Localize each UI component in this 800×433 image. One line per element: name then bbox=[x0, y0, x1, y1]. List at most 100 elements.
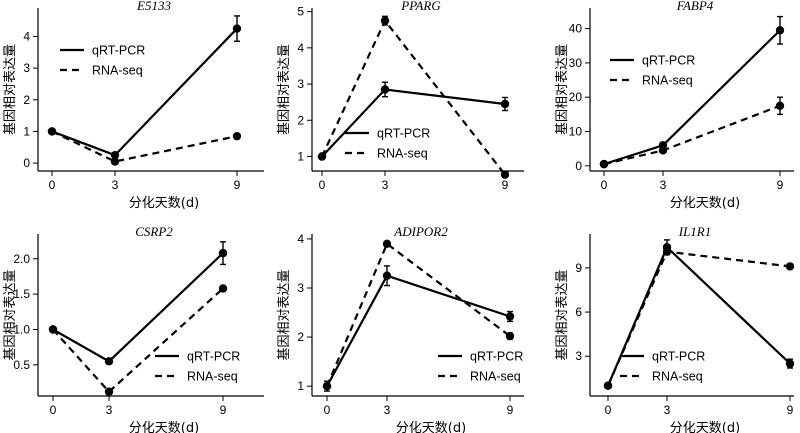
data-point-qRT-PCR bbox=[322, 381, 332, 391]
chart-title: PPARG bbox=[400, 0, 441, 13]
y-tick-label: 0 bbox=[575, 159, 582, 173]
data-point-RNA-seq bbox=[110, 157, 120, 166]
series-line-qRT-PCR bbox=[52, 252, 224, 363]
legend-label: qRT-PCR bbox=[470, 350, 523, 364]
x-axis-label: 分化天数(d) bbox=[670, 421, 740, 433]
x-tick-label: 0 bbox=[319, 178, 326, 192]
x-tick-label: 9 bbox=[777, 178, 784, 192]
y-tick-label: 20 bbox=[569, 90, 583, 104]
subplot-CSRP2: 0.5 1.0 1.5 2.0 0 3 9 CSRP2 分化天数(d) 基因相对表达量 qRT-PC… bbox=[3, 224, 264, 433]
y-tick-label: 30 bbox=[569, 56, 583, 70]
x-tick-label: 0 bbox=[324, 403, 331, 417]
x-axis-label: 分化天数(d) bbox=[129, 196, 199, 211]
y-tick-label: 3 bbox=[575, 349, 582, 363]
legend-label: qRT-PCR bbox=[652, 350, 705, 364]
x-axis-label: 分化天数(d) bbox=[396, 421, 466, 433]
y-tick-label: 2.0 bbox=[13, 252, 30, 266]
data-point-RNA-seq bbox=[775, 101, 785, 111]
x-tick-label: 0 bbox=[50, 403, 57, 417]
data-point-qRT-PCR bbox=[380, 85, 390, 94]
x-tick-label: 3 bbox=[384, 403, 391, 417]
y-tick-label: 3 bbox=[23, 61, 30, 75]
x-tick-label: 9 bbox=[507, 403, 514, 417]
x-tick-label: 3 bbox=[382, 178, 389, 192]
y-axis-label: 基因相对表达量 bbox=[277, 44, 292, 135]
y-tick-label: 2 bbox=[297, 330, 304, 344]
chart-title: E5133 bbox=[136, 0, 171, 13]
data-point-RNA-seq bbox=[785, 262, 795, 271]
data-point-qRT-PCR bbox=[603, 381, 613, 390]
y-tick-label: 4 bbox=[23, 29, 30, 43]
y-tick-label: 1.5 bbox=[13, 287, 30, 301]
x-tick-label: 0 bbox=[49, 178, 56, 192]
y-tick-label: 0 bbox=[23, 156, 30, 170]
chart-title: FABP4 bbox=[676, 0, 714, 13]
data-point-qRT-PCR bbox=[232, 24, 242, 33]
legend-label: RNA-seq bbox=[92, 64, 143, 78]
subplot-ADIPOR2: 1 2 3 4 0 3 9 ADIPOR2 分化天数(d) 基因相对表达量 qRT-PCR RNA-s… bbox=[277, 224, 524, 433]
legend-label: qRT-PCR bbox=[187, 350, 240, 364]
y-tick-label: 5 bbox=[297, 5, 304, 19]
y-tick-label: 1 bbox=[297, 379, 304, 393]
x-tick-label: 9 bbox=[220, 403, 227, 417]
y-tick-label: 6 bbox=[575, 305, 582, 319]
data-point-RNA-seq bbox=[382, 239, 392, 249]
subplot-IL1R1: 3 6 9 0 3 9 IL1R1 分化天数(d) 基因相对表达量 qRT-PCR RNA-seq bbox=[555, 224, 795, 433]
x-tick-label: 3 bbox=[664, 403, 671, 417]
series-line-RNA-seq bbox=[325, 242, 511, 387]
chart-title: ADIPOR2 bbox=[393, 224, 448, 239]
subplot-PPARG: 1 2 3 4 5 0 3 9 PPARG 基因相对表达量 qRT-PCR RNA-seq bbox=[277, 0, 524, 192]
y-tick-label: 1 bbox=[23, 124, 30, 138]
x-tick-label: 3 bbox=[112, 178, 119, 192]
y-tick-label: 1.0 bbox=[13, 323, 30, 337]
y-tick-label: 40 bbox=[569, 22, 583, 36]
x-tick-label: 9 bbox=[502, 178, 509, 192]
data-point-qRT-PCR bbox=[104, 357, 114, 366]
data-point-RNA-seq bbox=[218, 284, 228, 293]
x-axis-label: 分化天数(d) bbox=[129, 421, 199, 433]
data-point-qRT-PCR bbox=[662, 243, 672, 252]
x-tick-label: 0 bbox=[605, 403, 612, 417]
data-point-RNA-seq bbox=[380, 16, 390, 25]
x-tick-label: 9 bbox=[787, 403, 794, 417]
chart-title: IL1R1 bbox=[678, 224, 712, 239]
x-axis-label: 分化天数(d) bbox=[670, 196, 740, 211]
y-tick-label: 4 bbox=[297, 232, 304, 246]
y-tick-label: 0.5 bbox=[13, 358, 30, 372]
data-point-qRT-PCR bbox=[785, 359, 795, 368]
series-line-RNA-seq bbox=[51, 130, 238, 163]
data-point-RNA-seq bbox=[500, 170, 510, 179]
y-tick-label: 9 bbox=[575, 261, 582, 275]
data-point-qRT-PCR bbox=[48, 325, 58, 334]
data-point-RNA-seq bbox=[232, 131, 242, 141]
series-line-qRT-PCR bbox=[603, 29, 781, 166]
data-point-RNA-seq bbox=[104, 387, 114, 396]
y-axis-label: 基因相对表达量 bbox=[277, 269, 292, 360]
chart-title: CSRP2 bbox=[135, 224, 173, 239]
legend-label: qRT-PCR bbox=[92, 44, 145, 58]
subplot-E5133: 0 1 2 3 4 0 3 9 E5133 分化天数(d) 基因相对表达量 qRT-PCR RNA-se… bbox=[3, 0, 264, 211]
legend-label: qRT-PCR bbox=[377, 127, 430, 141]
series-line-RNA-seq bbox=[52, 287, 224, 394]
legend-label: qRT-PCR bbox=[642, 54, 695, 68]
y-tick-label: 1 bbox=[297, 150, 304, 164]
data-point-qRT-PCR bbox=[500, 99, 510, 109]
data-point-qRT-PCR bbox=[218, 248, 228, 258]
data-point-qRT-PCR bbox=[599, 159, 609, 169]
subplot-FABP4: 0 10 20 30 40 0 3 9 FABP4 分化天数(d) 基因相对表达量 qRT-PCR RN… bbox=[555, 0, 794, 211]
y-axis-label: 基因相对表达量 bbox=[3, 269, 18, 360]
data-point-qRT-PCR bbox=[110, 150, 120, 160]
x-tick-label: 9 bbox=[234, 178, 241, 192]
y-axis-label: 基因相对表达量 bbox=[555, 269, 570, 360]
data-point-RNA-seq bbox=[505, 331, 515, 341]
x-tick-label: 3 bbox=[106, 403, 113, 417]
y-tick-label: 3 bbox=[297, 77, 304, 91]
series-line-qRT-PCR bbox=[606, 245, 791, 387]
legend-label: RNA-seq bbox=[652, 370, 703, 384]
y-tick-label: 4 bbox=[297, 41, 304, 55]
data-point-qRT-PCR bbox=[505, 312, 515, 321]
data-point-qRT-PCR bbox=[775, 26, 785, 35]
x-tick-label: 0 bbox=[601, 178, 608, 192]
legend-label: RNA-seq bbox=[187, 370, 238, 384]
